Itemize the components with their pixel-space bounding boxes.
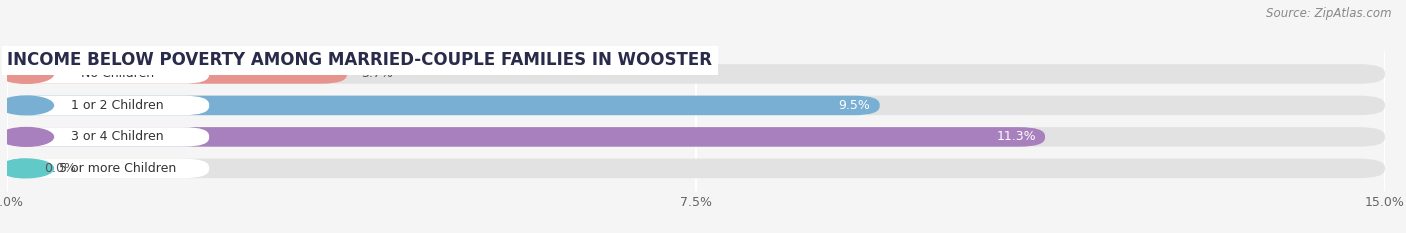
Text: 5 or more Children: 5 or more Children xyxy=(59,162,176,175)
FancyBboxPatch shape xyxy=(7,127,1385,147)
Circle shape xyxy=(0,96,53,115)
Text: 11.3%: 11.3% xyxy=(997,130,1036,143)
FancyBboxPatch shape xyxy=(7,159,209,178)
Circle shape xyxy=(0,127,53,146)
FancyBboxPatch shape xyxy=(7,159,39,178)
FancyBboxPatch shape xyxy=(7,127,209,147)
FancyBboxPatch shape xyxy=(7,64,1385,84)
FancyBboxPatch shape xyxy=(7,96,209,115)
FancyBboxPatch shape xyxy=(7,64,209,84)
FancyBboxPatch shape xyxy=(7,64,347,84)
Text: INCOME BELOW POVERTY AMONG MARRIED-COUPLE FAMILIES IN WOOSTER: INCOME BELOW POVERTY AMONG MARRIED-COUPL… xyxy=(7,51,711,69)
FancyBboxPatch shape xyxy=(7,159,1385,178)
FancyBboxPatch shape xyxy=(7,127,1045,147)
Circle shape xyxy=(0,65,53,83)
Text: 1 or 2 Children: 1 or 2 Children xyxy=(70,99,163,112)
FancyBboxPatch shape xyxy=(7,96,1385,115)
Text: 0.0%: 0.0% xyxy=(44,162,76,175)
Text: 3.7%: 3.7% xyxy=(361,67,392,80)
Text: 3 or 4 Children: 3 or 4 Children xyxy=(70,130,163,143)
Text: Source: ZipAtlas.com: Source: ZipAtlas.com xyxy=(1267,7,1392,20)
Text: No Children: No Children xyxy=(80,67,153,80)
Text: 9.5%: 9.5% xyxy=(838,99,870,112)
Circle shape xyxy=(0,159,53,178)
FancyBboxPatch shape xyxy=(7,96,880,115)
